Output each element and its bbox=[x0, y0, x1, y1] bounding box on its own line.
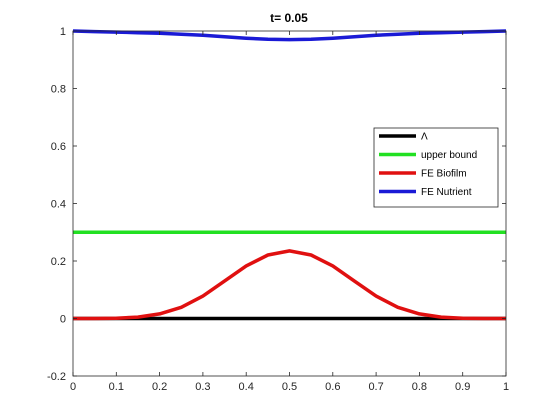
legend-label: upper bound bbox=[421, 150, 477, 161]
x-tick-label: 0.6 bbox=[325, 381, 340, 393]
x-tick-label: 0.4 bbox=[239, 381, 254, 393]
x-tick-label: 0.1 bbox=[109, 381, 124, 393]
series-line-fe-biofilm bbox=[73, 249, 506, 321]
x-tick-label: 0 bbox=[70, 381, 76, 393]
legend-box bbox=[373, 127, 499, 208]
legend-label: Λ bbox=[421, 132, 428, 143]
chart-title: t= 0.05 bbox=[270, 11, 308, 25]
y-tick-label: 0.6 bbox=[51, 141, 66, 153]
legend-label: FE Biofilm bbox=[421, 169, 467, 180]
x-tick-label: 0.8 bbox=[412, 381, 427, 393]
y-tick-label: 0.4 bbox=[51, 199, 66, 211]
series-line-fe-nutrient bbox=[72, 29, 507, 42]
x-tick-label: 0.3 bbox=[195, 381, 210, 393]
x-tick-label: 0.2 bbox=[152, 381, 167, 393]
y-tick-label: -0.2 bbox=[47, 371, 66, 383]
y-tick-label: 0.8 bbox=[51, 84, 66, 96]
x-tick-label: 0.9 bbox=[455, 381, 470, 393]
y-tick-label: 1 bbox=[60, 26, 66, 38]
x-tick-label: 1 bbox=[503, 381, 509, 393]
x-tick-label: 0.7 bbox=[368, 381, 383, 393]
legend-label: FE Nutrient bbox=[421, 187, 472, 198]
axis-layer: 0 0.1 0.2 0.3 0.4 0.5 0.6 0.7 0.8 0.9 1 -0.2 0 0.2 0.4… bbox=[47, 26, 509, 393]
x-tick-label: 0.5 bbox=[282, 381, 297, 393]
series-layer bbox=[72, 29, 507, 321]
y-tick-label: 0 bbox=[60, 314, 66, 326]
y-tick-label: 0.2 bbox=[51, 256, 66, 268]
